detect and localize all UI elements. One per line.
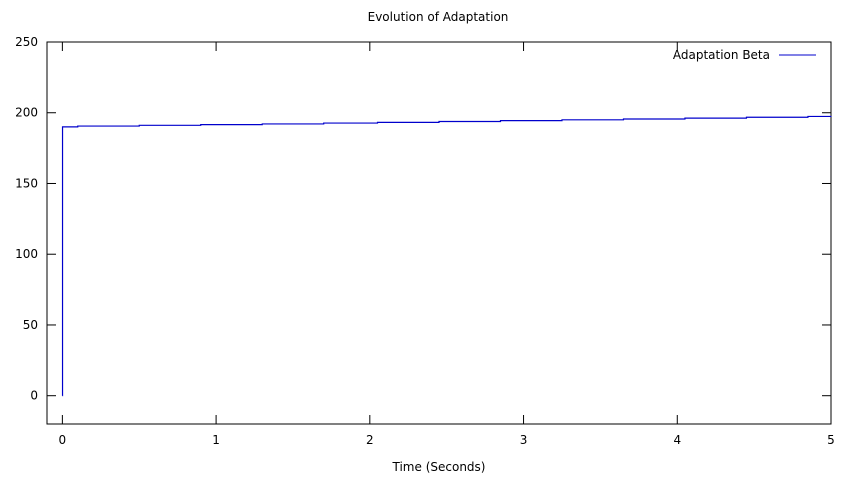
x-tick-label: 4 (673, 433, 681, 447)
x-tick-label: 3 (520, 433, 528, 447)
x-tick-label: 0 (59, 433, 67, 447)
y-tick-label: 200 (15, 106, 38, 120)
chart-title: Evolution of Adaptation (368, 10, 509, 24)
y-tick-label: 250 (15, 35, 38, 49)
y-tick-label: 100 (15, 247, 38, 261)
x-tick-label: 5 (827, 433, 835, 447)
series-line (61, 115, 832, 397)
y-tick-label: 150 (15, 176, 38, 190)
series-layer (61, 115, 832, 397)
x-tick-label: 2 (366, 433, 374, 447)
plot-frame (46, 41, 832, 425)
y-tick-label: 50 (23, 318, 38, 332)
legend-label: Adaptation Beta (673, 48, 770, 62)
x-tick-label: 1 (212, 433, 220, 447)
x-axis: 0 1 2 3 4 5 (59, 42, 835, 447)
y-axis: 0 50 100 150 200 250 (15, 35, 831, 403)
x-axis-label: Time (Seconds) (392, 460, 486, 474)
y-tick-label: 0 (30, 389, 38, 403)
legend: Adaptation Beta (673, 48, 816, 62)
